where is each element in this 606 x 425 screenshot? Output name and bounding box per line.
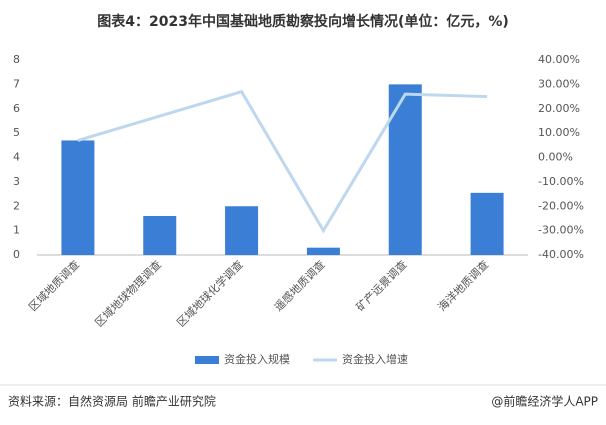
source: 资料来源：自然资源局 前瞻产业研究院 (8, 394, 216, 409)
bar (470, 192, 504, 255)
bar (61, 140, 95, 255)
y2-tick-label: -40.00% (538, 248, 584, 261)
y-tick-label: 0 (13, 248, 20, 261)
y2-tick-label: -20.00% (538, 199, 584, 212)
bar (143, 216, 177, 255)
legend-swatch (195, 356, 219, 364)
y2-tick-label: 0.00% (538, 151, 573, 164)
y-tick-label: 1 (13, 224, 20, 237)
legend-label: 资金投入增速 (342, 352, 408, 366)
y2-tick-label: 40.00% (538, 53, 580, 66)
x-tick-label: 区域地球化学调查 (174, 257, 246, 329)
y2-tick-label: -10.00% (538, 175, 584, 188)
y-tick-label: 6 (13, 102, 20, 115)
chart-title: 图表4：2023年中国基础地质勘察投向增长情况(单位：亿元，%) (97, 13, 509, 30)
brand: @前瞻经济学人APP (491, 394, 598, 409)
x-tick-label: 遥感地质调查 (271, 257, 328, 314)
y-tick-label: 5 (13, 126, 20, 139)
y-tick-label: 7 (13, 77, 20, 90)
y2-tick-label: -30.00% (538, 224, 584, 237)
line (77, 89, 488, 234)
y-tick-label: 2 (13, 199, 20, 212)
y-tick-label: 8 (13, 53, 20, 66)
x-tick-label: 矿产远景调查 (353, 257, 410, 314)
bar (306, 247, 340, 255)
x-tick-label: 区域地质调查 (26, 257, 83, 314)
x-tick-label: 海洋地质调查 (435, 257, 492, 314)
x-tick-label: 区域地球物理调查 (92, 257, 164, 329)
legend-label: 资金投入规模 (224, 352, 290, 366)
y-tick-label: 4 (13, 151, 20, 164)
y2-tick-label: 30.00% (538, 77, 580, 90)
y2-tick-label: 10.00% (538, 126, 580, 139)
y-tick-label: 3 (13, 175, 20, 188)
bar (388, 84, 422, 255)
y2-tick-label: 20.00% (538, 102, 580, 115)
bar (225, 206, 259, 255)
